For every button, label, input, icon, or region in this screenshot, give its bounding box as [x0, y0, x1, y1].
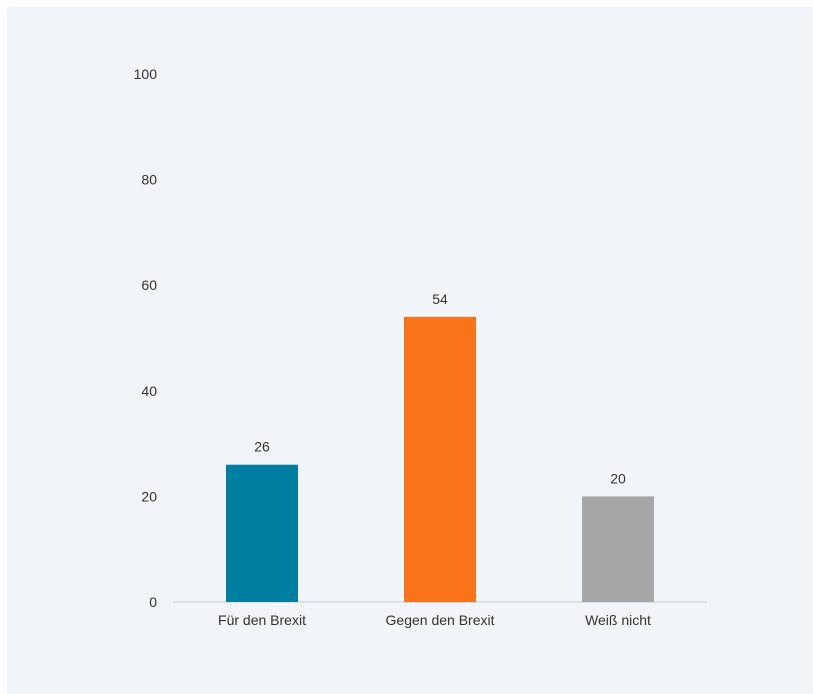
x-category-label: Für den Brexit [218, 612, 306, 628]
y-tick-label: 60 [141, 277, 157, 293]
bar [582, 496, 654, 602]
chart-panel: 0 20 40 60 80 100 26 54 20 Für den Brexit Gegen … [7, 7, 813, 694]
y-axis: 0 20 40 60 80 100 [134, 66, 158, 610]
bar-value-label: 54 [432, 291, 448, 307]
bar-value-label: 20 [610, 470, 626, 486]
x-category-label: Weiß nicht [585, 612, 651, 628]
bar [404, 316, 476, 602]
y-tick-label: 100 [134, 66, 158, 82]
bar [226, 464, 298, 602]
y-tick-label: 20 [141, 488, 157, 504]
x-category-label: Gegen den Brexit [386, 612, 495, 628]
bars: 26 54 20 [226, 291, 654, 602]
y-tick-label: 0 [149, 594, 157, 610]
x-axis: Für den Brexit Gegen den Brexit Weiß nicht [218, 612, 651, 628]
y-tick-label: 40 [141, 383, 157, 399]
bar-chart: 0 20 40 60 80 100 26 54 20 Für den Brexit Gegen … [134, 66, 707, 628]
y-tick-label: 80 [141, 172, 157, 188]
bar-value-label: 26 [254, 439, 270, 455]
